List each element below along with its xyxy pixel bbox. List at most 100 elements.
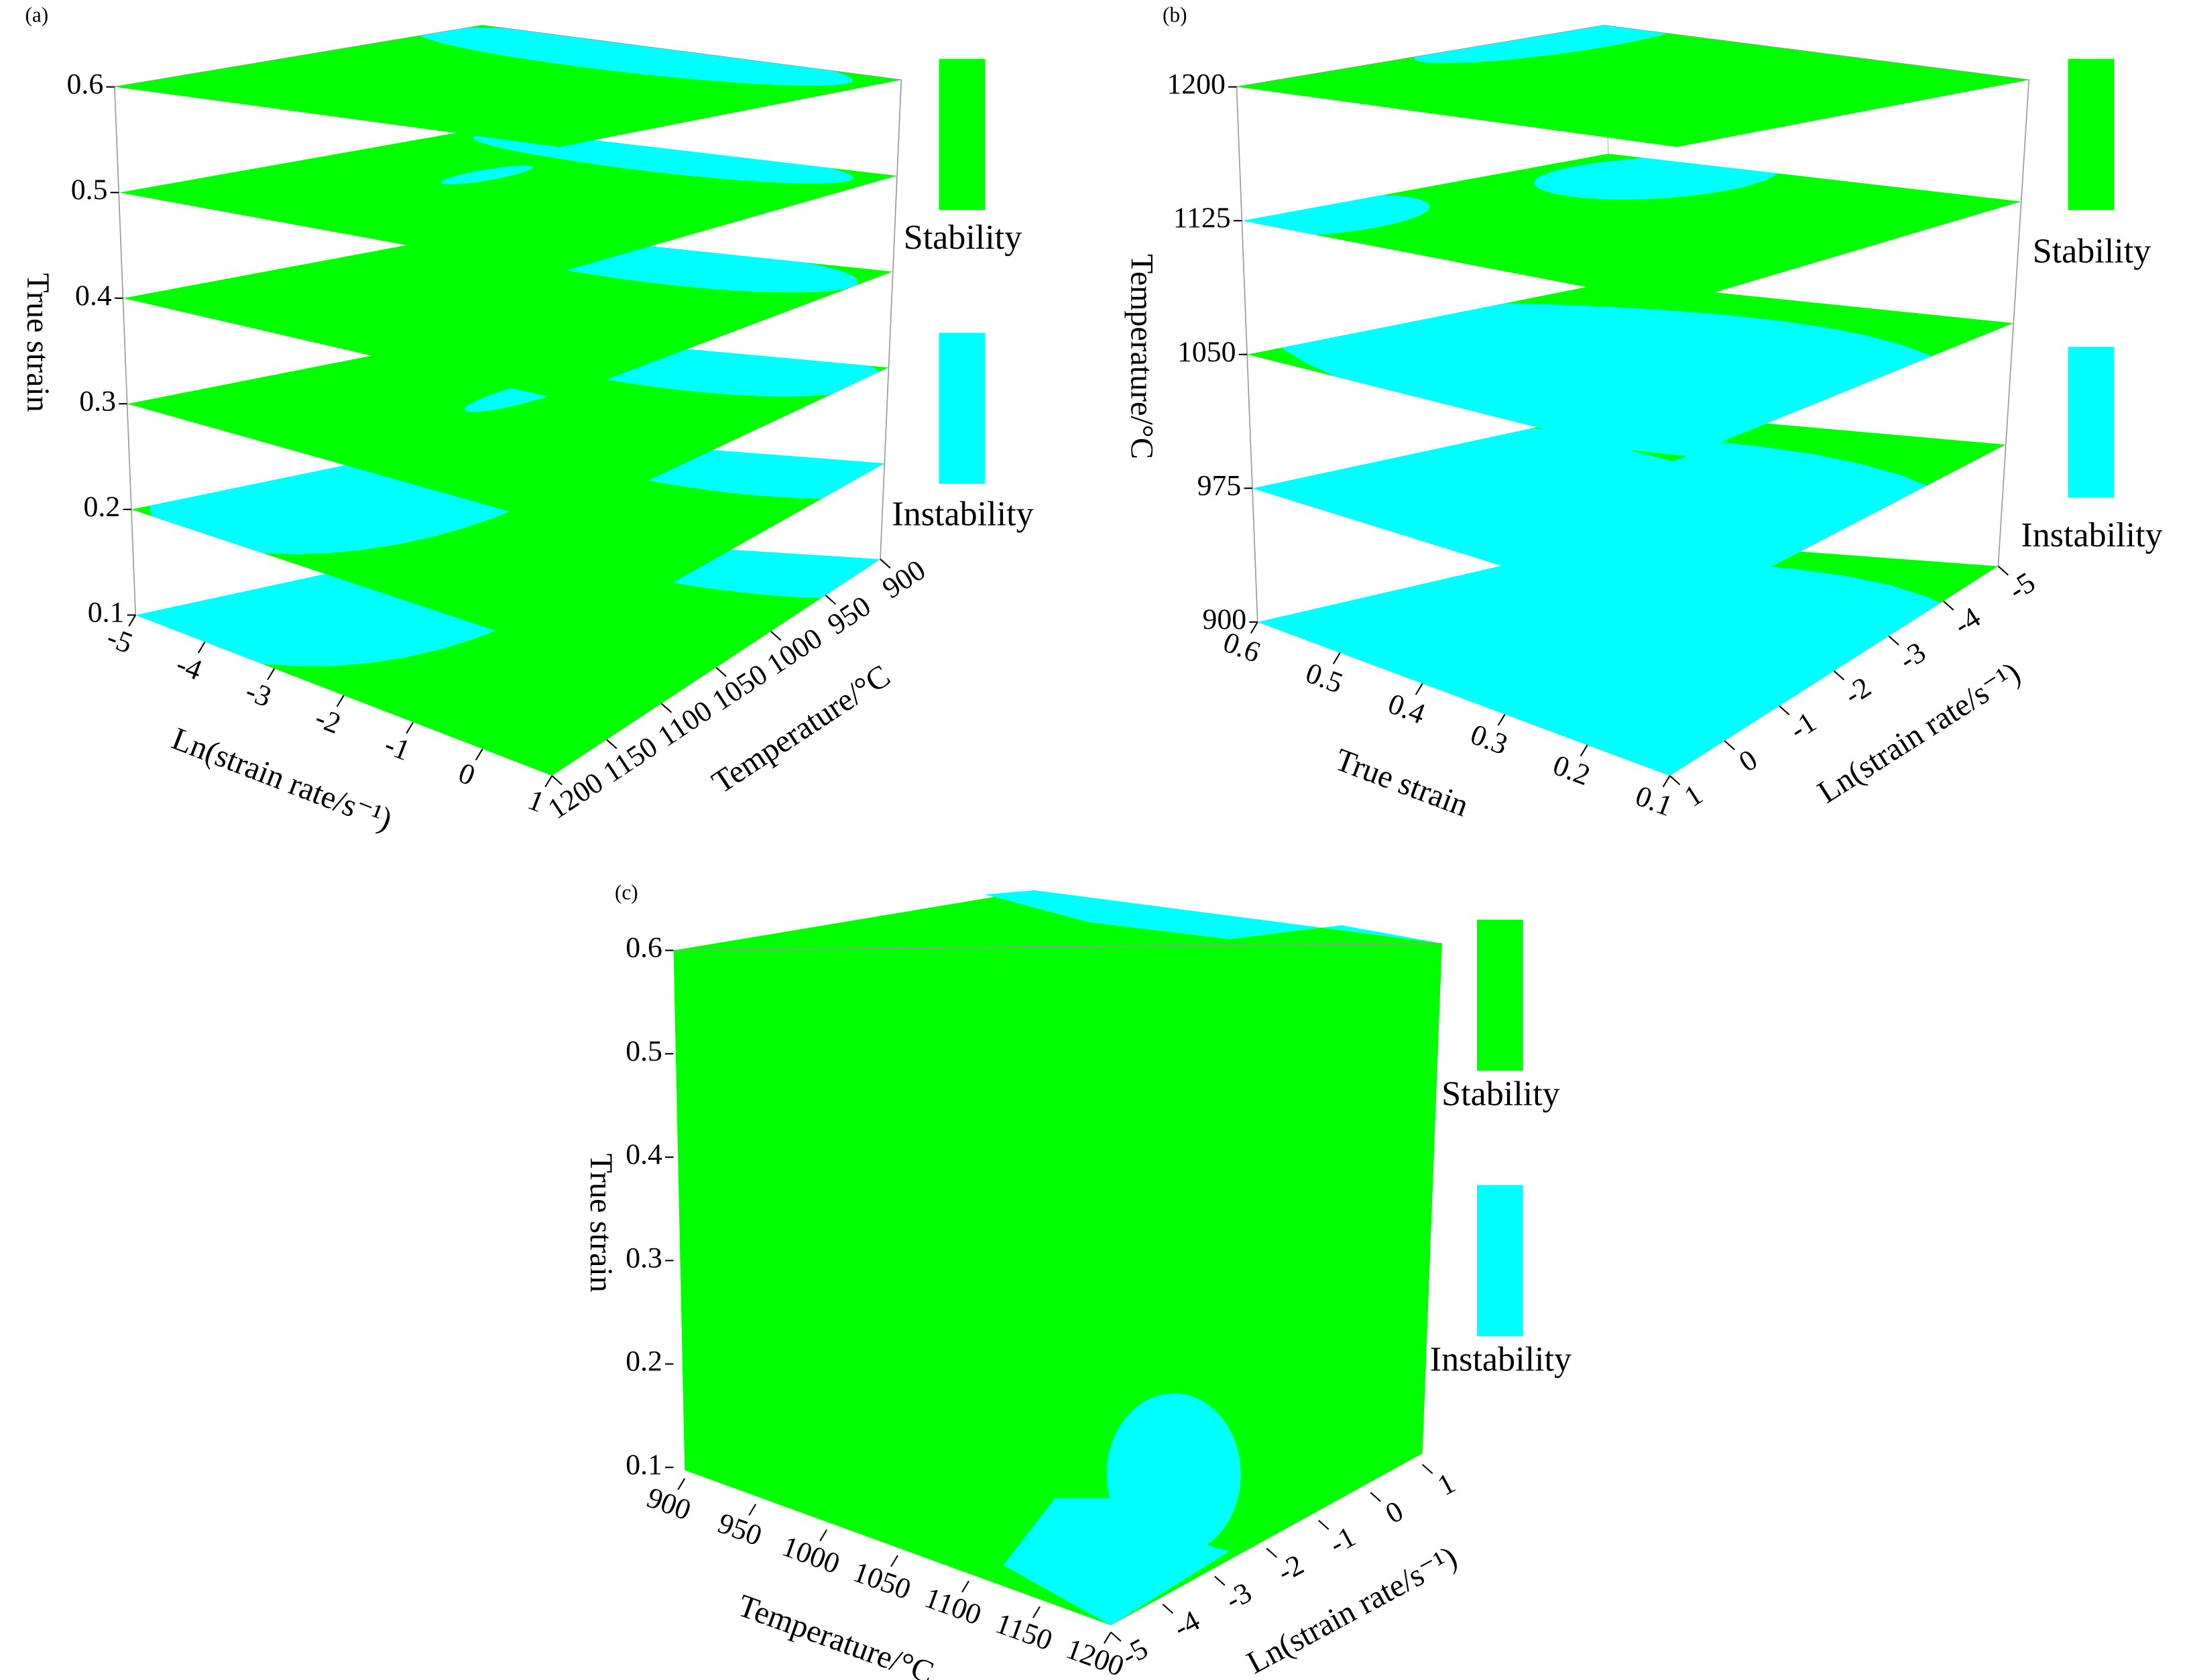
- x-tick-label: -4: [172, 648, 206, 686]
- slice: [1236, 25, 2029, 147]
- z-tick-label: 900: [1202, 603, 1246, 636]
- y-tick-label: 1: [1679, 778, 1708, 813]
- x-tick-label: -2: [310, 701, 345, 740]
- x-tick-label: 0: [454, 757, 479, 792]
- tick-mark: [1662, 775, 1671, 788]
- tick-mark: [336, 695, 345, 707]
- legend-swatch: [1476, 919, 1523, 1071]
- tick-mark: [825, 595, 837, 605]
- z-tick-label: 0.1: [626, 1449, 662, 1481]
- instability-region: [440, 165, 533, 184]
- x-tick-label: 1150: [992, 1607, 1057, 1657]
- x-tick-label: 1050: [849, 1556, 915, 1606]
- tick-mark: [1110, 1631, 1122, 1642]
- tick-mark: [551, 775, 562, 786]
- y-tick-label: -5: [2003, 566, 2041, 606]
- tick-mark: [197, 641, 206, 654]
- legend-label: Instability: [892, 495, 1033, 534]
- y-tick-label: 1: [1432, 1467, 1460, 1502]
- tick-mark: [880, 558, 891, 569]
- tick-mark: [1580, 744, 1588, 757]
- z-tick-label: 1125: [1173, 202, 1231, 234]
- x-axis-title: Ln(strain rate/s⁻¹): [167, 721, 397, 837]
- tick-mark: [1997, 565, 2009, 576]
- tick-mark: [1415, 683, 1423, 695]
- tick-mark: [128, 614, 137, 627]
- tick-mark: [1943, 600, 1954, 611]
- tick-mark: [1422, 1463, 1433, 1474]
- top-edge: [673, 943, 1442, 951]
- z-axis-title: True strain: [20, 273, 56, 412]
- tick-mark: [1266, 1547, 1278, 1558]
- x-tick-label: 1200: [1062, 1632, 1128, 1680]
- z-tick-label: 0.3: [626, 1242, 662, 1274]
- z-tick-label: 975: [1197, 469, 1242, 501]
- tick-mark: [1318, 1520, 1329, 1531]
- z-tick-label: 0.2: [626, 1345, 662, 1378]
- legend-swatch: [1476, 1185, 1523, 1336]
- y-tick-label: -1: [1324, 1520, 1361, 1561]
- y-tick-label: -4: [1948, 601, 1987, 642]
- y-tick-label: 0: [1733, 743, 1763, 778]
- legend-label: Instability: [2021, 516, 2162, 554]
- slice: [119, 127, 898, 273]
- tick-mark: [1214, 1575, 1226, 1586]
- panel-label: (a): [25, 3, 49, 27]
- x-tick-label: 0.1: [1631, 780, 1677, 823]
- slice: [1247, 282, 2014, 462]
- stability-region: [673, 890, 1442, 1626]
- legend-swatch: [939, 333, 986, 484]
- y-tick-label: -3: [1220, 1576, 1257, 1616]
- instability-region: [1534, 156, 1780, 200]
- x-tick-label: 1000: [778, 1530, 844, 1580]
- x-tick-label: -3: [241, 674, 276, 713]
- tick-mark: [961, 1580, 969, 1593]
- z-tick-label: 0.4: [75, 280, 112, 312]
- tick-mark: [1370, 1492, 1381, 1502]
- y-tick-label: 0: [1380, 1495, 1409, 1531]
- y-tick-label: 900: [877, 554, 931, 605]
- x-tick-label: 950: [714, 1507, 766, 1552]
- y-tick-label: -4: [1169, 1604, 1205, 1644]
- tick-mark: [1162, 1604, 1174, 1614]
- tick-mark: [1833, 670, 1845, 680]
- tick-mark: [606, 739, 617, 749]
- stability-region: [1236, 25, 2029, 147]
- x-tick-label: 0.5: [1301, 657, 1347, 700]
- x-tick-label: 0.2: [1549, 749, 1594, 792]
- tick-mark: [406, 721, 414, 734]
- tick-mark: [1888, 635, 1899, 646]
- legend-label: Instability: [1430, 1340, 1572, 1378]
- z-tick-label: 1050: [1177, 336, 1236, 368]
- tick-mark: [1104, 1632, 1112, 1644]
- x-tick-label: -1: [380, 728, 414, 767]
- x-axis-title: True strain: [1331, 741, 1474, 823]
- z-tick-label: 0.4: [626, 1138, 662, 1171]
- z-tick-label: 1200: [1167, 68, 1226, 101]
- panel-label: (c): [615, 880, 638, 904]
- x-tick-label: 900: [643, 1482, 695, 1526]
- z-tick-label: 0.2: [84, 491, 121, 523]
- panel-label: (b): [1163, 3, 1187, 27]
- x-tick-label: 1100: [921, 1581, 986, 1631]
- y-tick-label: 950: [822, 590, 876, 641]
- x-axis-title: Temperature/°C: [733, 1587, 939, 1680]
- y-axis-title: Ln(strain rate/s⁻¹): [1812, 655, 2027, 810]
- tick-mark: [660, 703, 672, 713]
- z-tick-label: 0.3: [79, 385, 116, 417]
- slice: [1242, 154, 2021, 304]
- z-tick-label: 0.5: [71, 174, 108, 206]
- x-tick-label: 0.3: [1466, 718, 1512, 761]
- tick-mark: [819, 1529, 828, 1542]
- tick-mark: [475, 748, 483, 761]
- tick-mark: [1724, 740, 1735, 751]
- y-tick-label: -2: [1272, 1549, 1309, 1589]
- instability-region: [1003, 1498, 1230, 1626]
- z-tick-label: 0.6: [67, 68, 104, 101]
- instability-region: [416, 27, 853, 86]
- instability-region: [1413, 25, 1690, 64]
- legend-swatch: [2068, 347, 2115, 498]
- tick-mark: [748, 1504, 757, 1516]
- legend-label: Stability: [2033, 233, 2151, 271]
